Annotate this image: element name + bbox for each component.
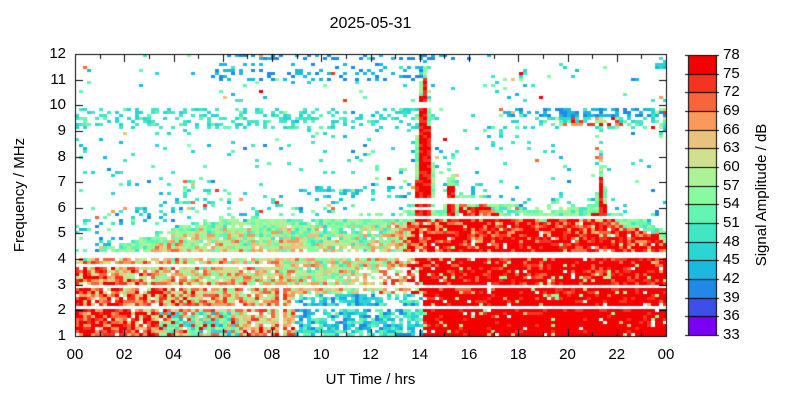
x-tick-label: 22 — [608, 346, 626, 363]
colorbar-label: Signal Amplitude / dB — [753, 123, 770, 267]
x-tick-label: 14 — [411, 346, 429, 363]
x-tick-label: 00 — [66, 346, 84, 363]
x-tick-label: 02 — [115, 346, 133, 363]
x-tick-label: 16 — [460, 346, 478, 363]
x-tick-label: 08 — [263, 346, 281, 363]
x-tick-label: 18 — [509, 346, 527, 363]
x-tick-label: 00 — [657, 346, 675, 363]
x-tick-label: 20 — [559, 346, 576, 363]
x-tick-label: 04 — [165, 346, 182, 363]
x-tick-label: 06 — [214, 346, 232, 363]
x-axis-tick-labels: 00 02 04 06 08 10 12 14 16 18 20 22 00 — [0, 347, 800, 365]
chart-title: 2025-05-31 — [329, 15, 412, 32]
x-axis-label: UT Time / hrs — [325, 371, 416, 388]
x-tick-label: 10 — [312, 346, 330, 363]
x-tick-label: 12 — [362, 346, 379, 363]
y-axis-label: Frequency / MHz — [11, 137, 28, 253]
